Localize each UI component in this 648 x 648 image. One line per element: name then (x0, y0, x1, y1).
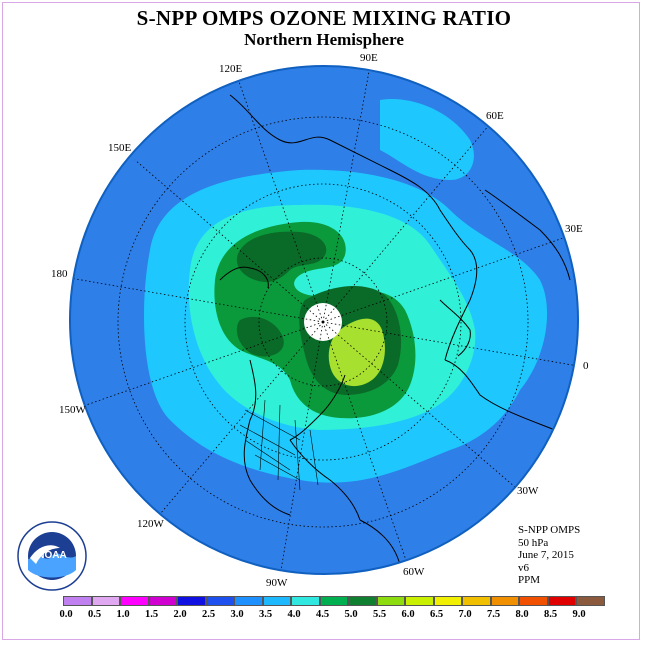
ozone-band-4.5-a (236, 231, 327, 282)
lon-label-150w: 150W (59, 404, 86, 416)
lon-label-150e: 150E (108, 142, 132, 154)
ozone-band-4.5-c (236, 316, 284, 357)
lon-label-180: 180 (51, 268, 68, 280)
lon-label-0: 0 (583, 360, 589, 372)
colorbar-swatch (576, 596, 605, 606)
ozone-band-5.0 (328, 318, 385, 387)
coastlines (219, 94, 571, 566)
colorbar-tick-label: 3.0 (230, 609, 244, 620)
colorbar-tick-label: 4.5 (315, 609, 330, 620)
colorbar-ticks: 0.0 0.5 1.0 1.5 2.0 2.5 3.0 3.5 4.0 4.5 5.0 5.5 6.0 6… (0, 609, 648, 623)
colorbar-swatch (205, 596, 234, 606)
scandinavia-coast (439, 299, 471, 357)
noaa-logo: NOAA (17, 521, 87, 591)
colorbar-tick-label: 5.0 (344, 609, 358, 620)
colorbar-swatch (120, 596, 149, 606)
lon-label-60w: 60W (403, 566, 425, 578)
colorbar-swatch (376, 596, 405, 606)
north-america-east-coast (289, 439, 361, 521)
noaa-logo-wave (28, 553, 76, 578)
political-boundaries (239, 399, 319, 491)
colorbar-swatch (405, 596, 434, 606)
europe-africa-coast (444, 359, 556, 431)
colorbar-tick-label: 4.0 (287, 609, 301, 620)
colorbar-tick-label: 1.0 (116, 609, 130, 620)
meridian-60w (322, 321, 409, 567)
lon-label-120e: 120E (219, 63, 243, 75)
info-version: v6 (518, 561, 529, 574)
info-date: June 7, 2015 (518, 549, 574, 561)
eurasia-coast (229, 94, 478, 361)
map-subtitle: Northern Hemisphere (244, 30, 404, 49)
colorbar-swatch (262, 596, 291, 606)
info-units: PPM (518, 574, 541, 586)
alaska-coast (219, 266, 269, 289)
colorbar-swatch (348, 596, 377, 606)
colorbar-swatch (177, 596, 206, 606)
map-title: S-NPP OMPS OZONE MIXING RATIO (136, 6, 512, 30)
colorbar-swatch (234, 596, 263, 606)
state-lines (239, 399, 319, 491)
colorbar-tick-label: 5.5 (372, 609, 387, 620)
meridian-0 (322, 321, 578, 367)
south-america-coast (359, 519, 401, 566)
colorbar-tick-label: 0.0 (59, 609, 73, 620)
lon-label-60e: 60E (486, 110, 504, 122)
colorbar-swatch (63, 596, 92, 606)
info-level: 50 hPa (518, 536, 549, 549)
colorbar-swatch (462, 596, 491, 606)
greenland-coast (289, 374, 346, 441)
colorbar-swatch (319, 596, 348, 606)
colorbar-swatch (490, 596, 519, 606)
colorbar-tick-label: 2.0 (173, 609, 187, 620)
lat-circle-50 (184, 183, 462, 461)
meridian-90w (279, 321, 324, 574)
colorbar (63, 596, 605, 606)
info-block: S-NPP OMPS 50 hPa June 7, 2015 v6 PPM (518, 524, 580, 587)
lat-circle-70 (258, 257, 388, 387)
colorbar-swatch (433, 596, 462, 606)
colorbar-tick-label: 6.5 (429, 609, 444, 620)
colorbar-tick-label: 9.0 (572, 609, 586, 620)
map-boundary (69, 65, 579, 575)
meridian-120e (236, 75, 324, 323)
arabia-coast (484, 189, 571, 281)
north-america-coast (243, 359, 291, 516)
lon-label-90w: 90W (266, 577, 288, 589)
ozone-band-3.0-north (380, 99, 474, 180)
colorbar-tick-label: 8.5 (543, 609, 558, 620)
noaa-logo-bird (30, 545, 60, 564)
ozone-band-deep (70, 66, 120, 120)
lon-label-120w: 120W (137, 518, 164, 530)
colorbar-swatch (91, 596, 120, 606)
colorbar-tick-label: 3.5 (258, 609, 273, 620)
noaa-logo-text: NOAA (37, 550, 66, 561)
colorbar-tick-label: 7.5 (486, 609, 501, 620)
colorbar-swatch (291, 596, 320, 606)
meridian-150e (134, 159, 324, 323)
colorbar-tick-label: 6.0 (401, 609, 415, 620)
colorbar-tick-label: 0.5 (87, 609, 102, 620)
colorbar-tick-label: 1.5 (144, 609, 159, 620)
colorbar-tick-label: 8.0 (515, 609, 529, 620)
meridian-180 (70, 277, 324, 323)
lon-label-90e: 90E (360, 52, 378, 64)
lon-label-30w: 30W (517, 485, 539, 497)
info-instrument: S-NPP OMPS (518, 524, 581, 536)
lat-circle-30 (117, 116, 529, 528)
ozone-field (70, 66, 578, 574)
colorbar-swatch (519, 596, 548, 606)
colorbar-tick-label: 7.0 (458, 609, 472, 620)
colorbar-tick-label: 2.5 (201, 609, 216, 620)
meridian-120w (154, 321, 324, 521)
lon-label-30e: 30E (565, 223, 583, 235)
meridian-90e (322, 66, 371, 323)
colorbar-swatch (547, 596, 576, 606)
meridian-150w (71, 321, 324, 411)
colorbar-swatch (148, 596, 177, 606)
meridian-30e (322, 236, 567, 323)
graticule (70, 66, 578, 574)
plot-frame (2, 2, 640, 640)
